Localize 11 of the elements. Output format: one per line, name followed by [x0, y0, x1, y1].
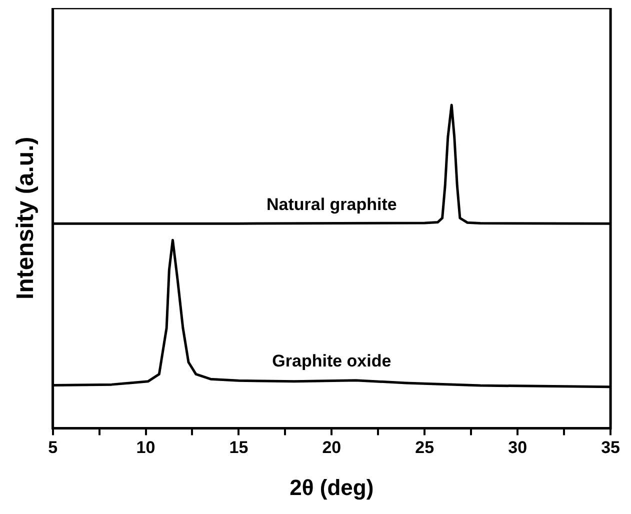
x-tick-label: 30 [508, 438, 528, 458]
x-tick-label: 20 [322, 438, 342, 458]
y-axis-title: Intensity (a.u.) [12, 136, 40, 300]
series-label: Graphite oxide [272, 352, 392, 371]
x-tick-label: 10 [136, 438, 156, 458]
x-tick-label: 35 [601, 438, 620, 458]
x-tick-label: 25 [415, 438, 434, 458]
x-tick-label: 15 [229, 438, 248, 458]
series-label: Natural graphite [266, 194, 397, 214]
x-tick-label: 5 [48, 438, 58, 458]
x-axis-title: 2θ (deg) [290, 474, 374, 500]
